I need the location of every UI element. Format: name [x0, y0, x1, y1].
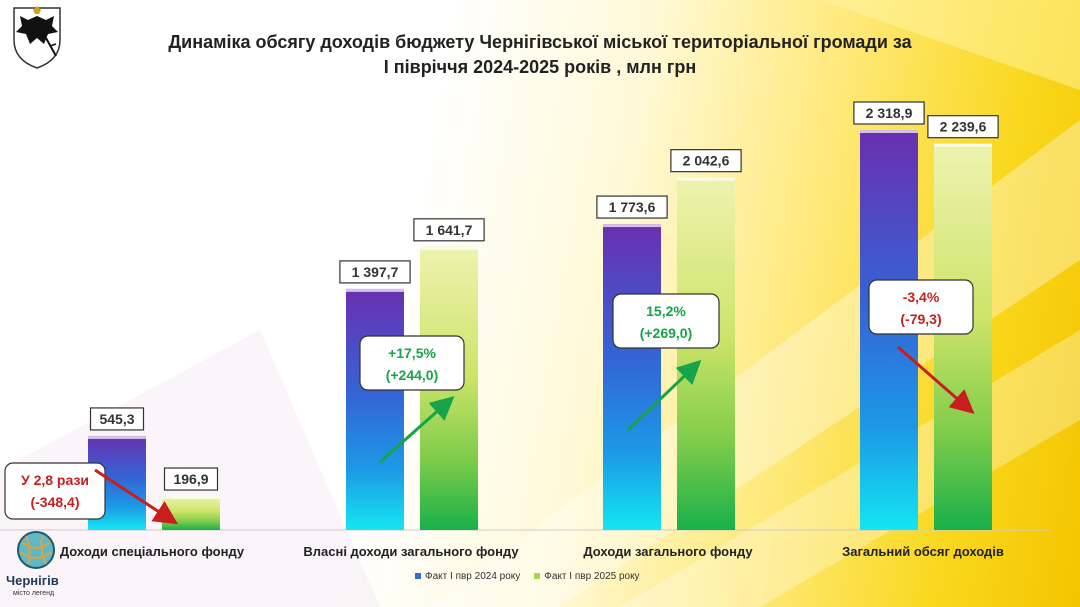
data-label-1-0: 196,9: [173, 471, 208, 487]
data-label-1-3: 2 239,6: [940, 119, 987, 135]
annotation-box-1: [359, 335, 465, 391]
data-label-1-1: 1 641,7: [426, 222, 473, 238]
bar-cap-1-1: [420, 246, 478, 250]
bar-cap-0-2: [603, 224, 661, 228]
logo-tagline: місто легенд: [13, 590, 55, 597]
chernihiv-coat-of-arms: [13, 6, 61, 69]
bar-cap-0-3: [860, 130, 918, 133]
legend-swatch-2024: [415, 573, 421, 580]
trend-arrow-2: [626, 359, 702, 432]
chart-title-line-2: І півріччя 2024-2025 років , млн грн: [383, 57, 697, 77]
bar-2025-2: [677, 177, 735, 530]
chart-title-line-1: Динаміка обсягу доходів бюджету Чернігів…: [168, 32, 912, 52]
annotation-box-3: [868, 279, 974, 335]
legend-item-2024: Факт І пвр 2024 року: [415, 571, 520, 582]
data-label-box-1-0: [163, 467, 219, 491]
annotation-line1-1: +17,5%: [388, 345, 436, 361]
data-label-0-3: 2 318,9: [866, 105, 913, 121]
annotation-line2-2: (+269,0): [640, 325, 693, 341]
data-label-0-0: 545,3: [99, 411, 134, 427]
legend: Факт І пвр 2024 року Факт І пвр 2025 рок…: [415, 571, 640, 582]
annotation-line1-2: 15,2%: [646, 303, 686, 319]
trend-arrow-0: [94, 468, 179, 525]
data-label-box-0-0: [89, 407, 145, 431]
legend-item-2025: Факт І пвр 2025 року: [534, 571, 640, 582]
data-label-box-0-1: [339, 260, 411, 284]
legend-label-2024: Факт І пвр 2024 року: [425, 571, 521, 582]
category-label-2: Доходи загального фонду: [583, 544, 753, 559]
bar-cap-1-0: [162, 496, 220, 500]
bar-cap-0-1: [346, 288, 404, 292]
category-label-1: Власні доходи загального фонду: [303, 544, 519, 559]
data-label-box-1-3: [927, 115, 999, 139]
data-label-0-1: 1 397,7: [352, 264, 399, 280]
bar-2025-0: [162, 496, 220, 530]
data-label-1-2: 2 042,6: [683, 153, 730, 169]
legend-label-2025: Факт І пвр 2025 року: [544, 571, 640, 582]
logo-city-name: Чернігів: [6, 573, 59, 588]
bar-cap-0-0: [88, 435, 146, 439]
category-label-0: Доходи спеціального фонду: [60, 544, 245, 559]
bar-2024-2: [603, 224, 661, 531]
trend-arrow-3: [897, 345, 975, 414]
annotation-line2-1: (+244,0): [386, 367, 439, 383]
annotation-line1-3: -3,4%: [903, 289, 940, 305]
bar-2025-3: [934, 143, 992, 530]
data-label-box-0-3: [853, 101, 925, 125]
category-label-3: Загальний обсяг доходів: [842, 544, 1004, 559]
chart-title: Динаміка обсягу доходів бюджету Чернігів…: [110, 30, 970, 80]
data-label-box-1-2: [670, 149, 742, 173]
data-label-box-1-1: [413, 218, 485, 242]
annotation-box-0: [4, 462, 106, 520]
chernihiv-city-logo: [17, 531, 55, 569]
annotation-line1-0: У 2,8 рази: [21, 472, 89, 488]
bar-2024-1: [346, 288, 404, 530]
trend-arrow-1: [379, 396, 455, 464]
annotation-line2-3: (-79,3): [900, 311, 941, 327]
annotation-box-2: [612, 293, 720, 349]
bar-cap-1-2: [677, 177, 735, 181]
legend-swatch-2025: [534, 573, 541, 580]
annotation-line2-0: (-348,4): [30, 494, 79, 510]
data-label-0-2: 1 773,6: [609, 199, 656, 215]
data-label-box-0-2: [596, 195, 668, 219]
bar-cap-1-3: [934, 143, 992, 147]
